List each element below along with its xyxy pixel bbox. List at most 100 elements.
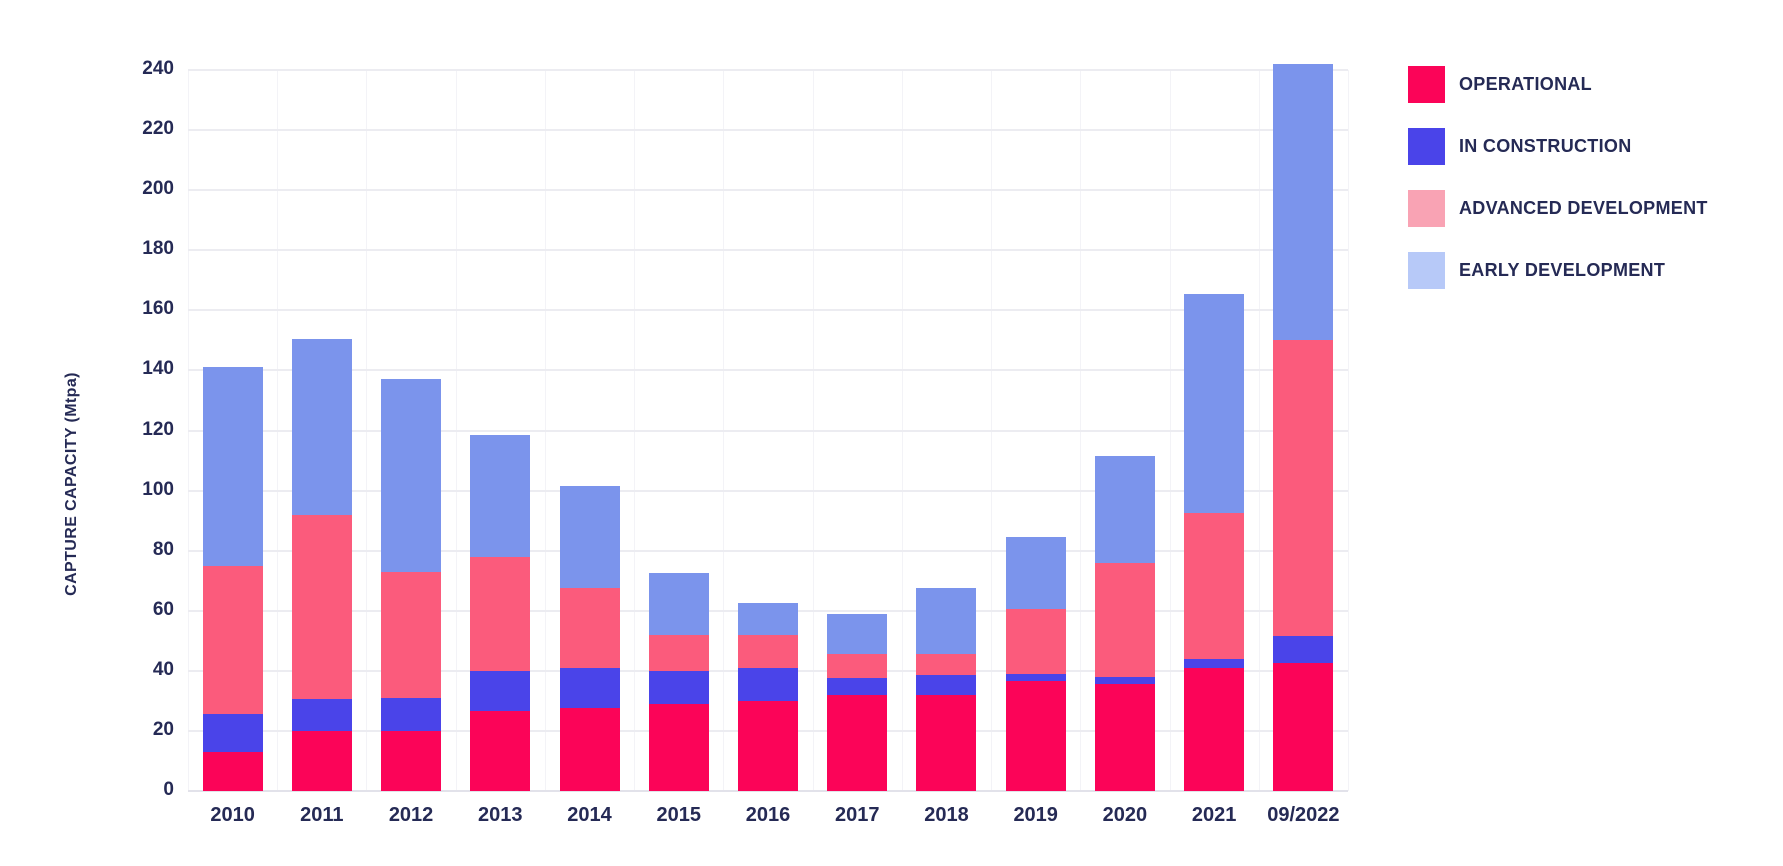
- legend-swatch: [1408, 128, 1445, 165]
- legend-item-in-construction: IN CONSTRUCTION: [1408, 128, 1708, 165]
- bar-segment-operational-2021: [1184, 667, 1245, 791]
- gridline: [188, 369, 1348, 372]
- gridline: [188, 129, 1348, 132]
- bar-segment-in-construction-2016: [738, 667, 798, 701]
- legend-swatch: [1408, 66, 1445, 103]
- bar-segment-early-development-2013: [470, 435, 531, 557]
- bar-segment-operational-2010: [202, 751, 263, 791]
- bar-segment-advanced-development-2016: [738, 634, 798, 668]
- y-tick-label: 140: [142, 358, 174, 380]
- bar-segment-advanced-development-2020: [1094, 562, 1155, 677]
- bar-segment-in-construction-2013: [470, 670, 531, 712]
- bar-segment-in-construction-2015: [648, 670, 709, 704]
- bar-segment-in-construction-09-2022: [1273, 636, 1334, 664]
- x-axis-label: 2014: [567, 804, 612, 826]
- bar-segment-early-development-2021: [1184, 293, 1245, 514]
- x-axis-label: 09/2022: [1267, 804, 1340, 826]
- legend-label: IN CONSTRUCTION: [1459, 136, 1632, 156]
- bar-segment-early-development-2010: [202, 367, 263, 566]
- bar-segment-operational-09-2022: [1273, 663, 1334, 791]
- y-tick-label: 40: [152, 658, 174, 680]
- legend-item-operational: OPERATIONAL: [1408, 66, 1708, 103]
- bar-segment-operational-2013: [470, 711, 531, 791]
- bar-segment-early-development-2011: [291, 338, 352, 515]
- y-tick-label: 180: [142, 238, 174, 260]
- y-tick-label: 20: [152, 718, 174, 740]
- bar-segment-advanced-development-09-2022: [1273, 340, 1334, 637]
- bar-segment-operational-2018: [916, 694, 977, 791]
- bar-segment-in-construction-2011: [291, 699, 352, 731]
- bar-segment-operational-2019: [1005, 681, 1066, 791]
- legend-label: ADVANCED DEVELOPMENT: [1459, 198, 1708, 218]
- bar-segment-operational-2012: [381, 730, 442, 791]
- bar-segment-advanced-development-2012: [381, 571, 442, 698]
- legend: OPERATIONAL IN CONSTRUCTION ADVANCED DEVEL…: [1408, 66, 1708, 314]
- x-axis-label: 2012: [388, 804, 434, 826]
- bar-segment-in-construction-2012: [381, 697, 442, 731]
- legend-swatch: [1408, 190, 1445, 227]
- bar-segment-operational-2017: [827, 694, 888, 791]
- plot-area: [188, 64, 1349, 792]
- bar-segment-advanced-development-2013: [470, 556, 531, 671]
- x-axis-label: 2011: [300, 804, 344, 826]
- bar-segment-in-construction-2017: [827, 678, 888, 695]
- gridline: [188, 249, 1348, 252]
- bar-segment-advanced-development-2015: [648, 634, 709, 671]
- x-axis-label: 2015: [656, 804, 702, 826]
- y-tick-label: 100: [142, 478, 174, 500]
- bar-segment-in-construction-2019: [1005, 673, 1066, 682]
- vertical-gridline: [1348, 70, 1349, 791]
- legend-swatch: [1408, 252, 1445, 289]
- y-tick-label: 220: [142, 118, 174, 140]
- x-axis-label: 2021: [1191, 804, 1237, 826]
- legend-label: EARLY DEVELOPMENT: [1459, 260, 1666, 280]
- bar-segment-early-development-2014: [559, 486, 620, 589]
- bar-segment-operational-2015: [648, 703, 709, 791]
- bar-segment-early-development-2016: [738, 603, 798, 635]
- gridline: [188, 489, 1348, 492]
- x-axis-label: 2019: [1013, 804, 1058, 826]
- x-axis-baseline: [188, 790, 1348, 792]
- bar-segment-operational-2020: [1094, 684, 1155, 791]
- x-axis-label: 2010: [210, 804, 255, 826]
- bar-segment-early-development-2017: [827, 613, 888, 655]
- bar-segment-operational-2014: [559, 708, 620, 791]
- bar-segment-early-development-2012: [381, 379, 442, 572]
- gridline: [188, 549, 1348, 552]
- bar-segment-early-development-2019: [1005, 537, 1066, 610]
- bar-segment-in-construction-2021: [1184, 658, 1245, 668]
- bar-segment-advanced-development-2021: [1184, 513, 1245, 659]
- bar-segment-in-construction-2020: [1094, 676, 1155, 685]
- bar-segment-advanced-development-2017: [827, 654, 888, 679]
- gridline: [188, 189, 1348, 192]
- x-axis-label: 2013: [478, 804, 523, 826]
- y-tick-label: 80: [152, 538, 174, 560]
- bar-segment-in-construction-2018: [916, 675, 977, 695]
- bar-segment-in-construction-2010: [202, 714, 263, 752]
- x-axis-label: 2017: [834, 804, 880, 826]
- bar-segment-advanced-development-2019: [1005, 609, 1066, 674]
- y-tick-label: 120: [142, 418, 174, 440]
- legend-item-early-development: EARLY DEVELOPMENT: [1408, 252, 1708, 289]
- bar-segment-early-development-2018: [916, 588, 977, 655]
- bar-segment-advanced-development-2010: [202, 565, 263, 715]
- bar-segment-early-development-09-2022: [1273, 64, 1334, 341]
- bar-segment-advanced-development-2014: [559, 588, 620, 668]
- bar-segment-advanced-development-2011: [291, 514, 352, 700]
- gridline: [188, 429, 1348, 432]
- gridline: [188, 309, 1348, 312]
- y-axis-title: CAPTURE CAPACITY (Mtpa): [63, 372, 80, 596]
- y-tick-label: 240: [142, 58, 174, 79]
- gridline: [188, 69, 1348, 71]
- bar-segment-operational-2011: [291, 730, 352, 791]
- y-tick-label: 60: [152, 598, 174, 620]
- legend-item-advanced-development: ADVANCED DEVELOPMENT: [1408, 190, 1708, 227]
- y-tick-label: 200: [142, 178, 174, 200]
- bar-segment-operational-2016: [738, 700, 798, 791]
- y-tick-label: 160: [142, 298, 174, 320]
- y-tick-label: 0: [163, 779, 174, 800]
- x-axis-label: 2018: [924, 804, 969, 826]
- x-axis-label: 2020: [1102, 804, 1148, 826]
- bar-segment-early-development-2020: [1094, 456, 1155, 563]
